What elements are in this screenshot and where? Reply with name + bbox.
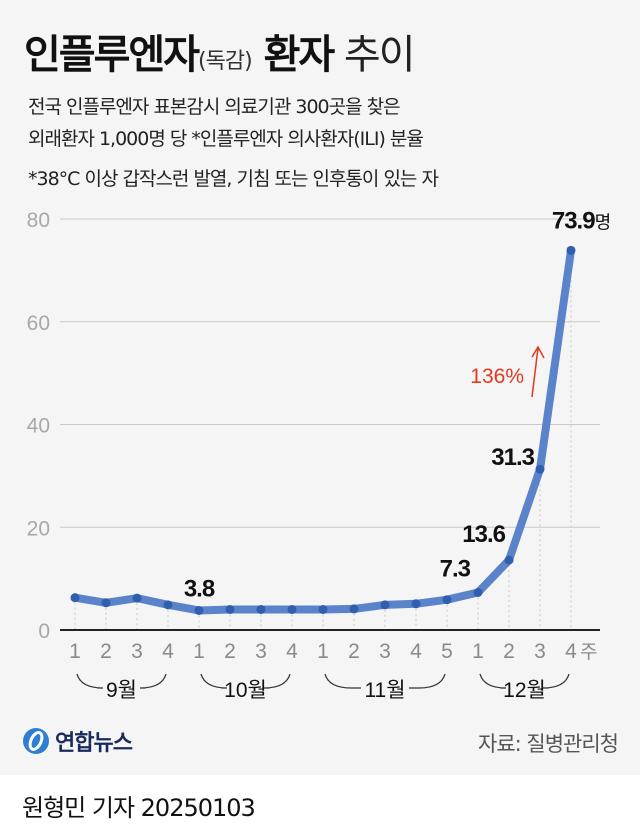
data-point [256, 604, 266, 614]
x-tick-label: 2 [100, 640, 112, 663]
month-bracket-left [324, 673, 361, 689]
value-label: 73.9명 [552, 207, 610, 234]
data-point [535, 464, 545, 474]
title-bold: 환자 [251, 32, 336, 78]
data-point [380, 600, 390, 610]
footer-band [0, 775, 640, 837]
y-tick-label: 40 [27, 415, 50, 438]
subtitle-line-1: 전국 인플루엔자 표본감시 의료기관 300곳을 찾은 [28, 96, 401, 118]
data-point [411, 599, 421, 609]
title-paren: (독감) [198, 49, 253, 74]
data-point [70, 593, 80, 603]
x-tick-label: 1 [317, 640, 329, 663]
x-tick-label: 4 [286, 640, 298, 663]
month-bracket-right [409, 673, 446, 689]
data-point [287, 604, 297, 614]
x-tick-label: 4 [410, 640, 422, 663]
month-bracket-left [200, 673, 228, 689]
value-label: 31.3 [491, 444, 534, 471]
month-bracket-left [76, 673, 104, 689]
yonhap-logo-icon [23, 728, 49, 754]
month-bracket-right [139, 673, 167, 689]
x-tick-label: 5 [441, 640, 453, 663]
source-note: 자료: 질병관리청 [478, 732, 619, 756]
data-point [566, 245, 576, 255]
logo-text: 연합뉴스 [55, 731, 133, 756]
month-label: 9월 [106, 679, 137, 702]
data-point [442, 595, 452, 605]
chart-title: 인플루엔자(독감) 환자 추이 [24, 22, 416, 80]
data-point [101, 598, 111, 608]
yonhap-logo: 연합뉴스 [22, 725, 133, 757]
x-tick-label: 2 [348, 640, 360, 663]
x-tick-label: 3 [255, 640, 267, 663]
x-tick-label: 4 [162, 640, 174, 663]
x-tick-label: 3 [379, 640, 391, 663]
byline: 원형민 기자 20250103 [22, 794, 256, 822]
y-tick-label: 80 [27, 209, 50, 232]
month-bracket-right [542, 673, 570, 689]
month-label: 10월 [224, 679, 267, 702]
x-unit-label: 주 [580, 642, 597, 663]
subtitle-line-2: 외래환자 1,000명 당 *인플루엔자 의사환자(ILI) 분율 [28, 128, 424, 150]
title-main: 인플루엔자 [24, 32, 200, 78]
data-point [225, 604, 235, 614]
y-tick-label: 20 [27, 517, 50, 540]
arrow-up-icon [531, 347, 539, 398]
data-point [318, 604, 328, 614]
month-bracket-left [479, 673, 507, 689]
growth-annotation: 136% [470, 365, 524, 388]
month-bracket-right [263, 673, 291, 689]
data-point [504, 555, 514, 565]
subtitle-note: *38°C 이상 갑작스런 발열, 기침 또는 인후통이 있는 자 [28, 168, 439, 190]
data-point [194, 605, 204, 615]
data-line [71, 246, 575, 615]
y-tick-label: 0 [38, 620, 50, 643]
data-point [473, 587, 483, 597]
x-tick-label: 1 [193, 640, 205, 663]
x-tick-label: 2 [503, 640, 515, 663]
data-point [163, 600, 173, 610]
value-label: 3.8 [184, 575, 215, 602]
x-tick-label: 1 [472, 640, 484, 663]
x-tick-label: 2 [224, 640, 236, 663]
month-label: 11월 [364, 679, 405, 702]
x-tick-label: 3 [131, 640, 143, 663]
x-tick-label: 4 [565, 640, 577, 663]
y-tick-label: 60 [27, 312, 50, 335]
value-label: 13.6 [462, 521, 505, 548]
data-point [349, 604, 359, 614]
x-tick-label: 1 [69, 640, 81, 663]
title-light: 추이 [333, 32, 416, 78]
x-tick-label: 3 [534, 640, 546, 663]
month-label: 12월 [503, 679, 546, 702]
data-point [132, 593, 142, 603]
arrow-head-icon [531, 345, 545, 359]
value-label: 7.3 [440, 555, 471, 582]
